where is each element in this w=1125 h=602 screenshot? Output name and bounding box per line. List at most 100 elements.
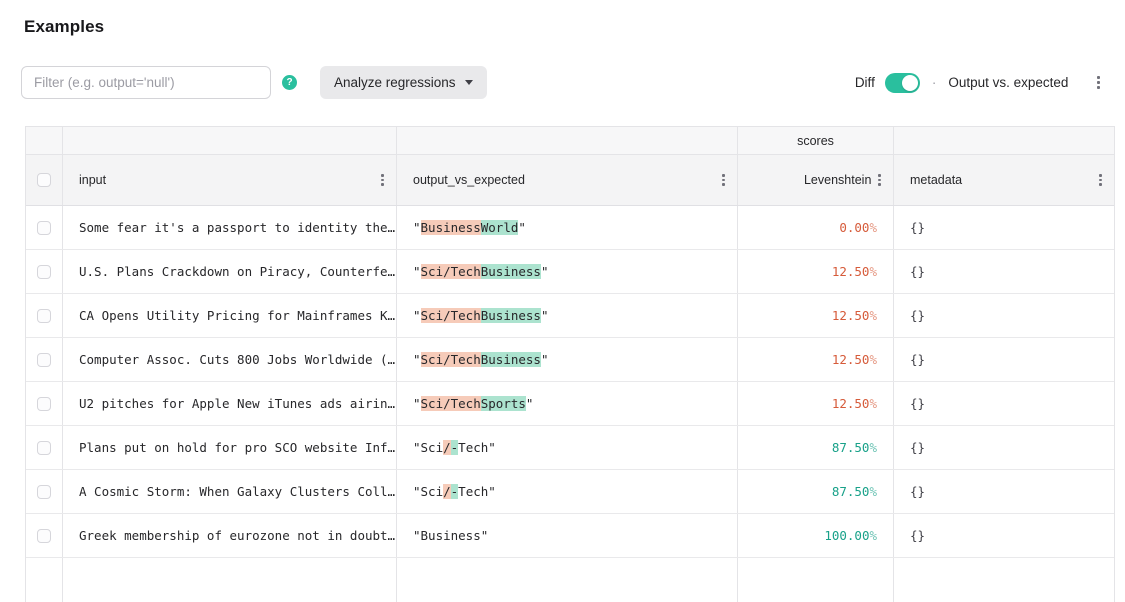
diff-segment-plain: "Sci: [413, 484, 444, 499]
table-row[interactable]: Greek membership of eurozone not in doub…: [26, 514, 1114, 558]
row-checkbox[interactable]: [37, 220, 51, 235]
diff-segment-plain: ": [540, 308, 549, 323]
diff-segment-plain: ": [413, 264, 421, 279]
group-cell-scores: scores: [738, 127, 894, 154]
diff-segment-added: World: [480, 220, 519, 235]
column-menu-icon[interactable]: [376, 171, 389, 189]
input-cell: Plans put on hold for pro SCO website In…: [63, 426, 397, 469]
diff-segment-removed: /: [443, 484, 451, 499]
percent-sign: %: [869, 352, 877, 367]
score-value: 12.50: [831, 308, 870, 323]
metadata-cell: {}: [910, 528, 926, 543]
diff-segment-plain: "Business": [413, 528, 489, 543]
input-cell: A Cosmic Storm: When Galaxy Clusters Col…: [63, 470, 397, 513]
row-checkbox[interactable]: [37, 528, 51, 543]
group-cell-input: [63, 127, 397, 154]
column-header-metadata: metadata: [894, 155, 1114, 205]
select-all-checkbox[interactable]: [37, 173, 51, 187]
group-cell-metadata: [894, 127, 1114, 154]
row-checkbox[interactable]: [37, 352, 51, 367]
metadata-cell: {}: [910, 396, 926, 411]
row-checkbox[interactable]: [37, 440, 51, 455]
output-diff-cell: " Sci/Tech Business ": [397, 250, 738, 293]
percent-sign: %: [869, 264, 877, 279]
diff-segment-removed: Business: [420, 220, 481, 235]
score-value: 12.50: [831, 352, 870, 367]
metadata-cell: {}: [910, 352, 926, 367]
diff-segment-removed: Sci/Tech: [420, 396, 481, 411]
column-header-levenshtein: Levenshtein: [738, 155, 894, 205]
score-cell: 12.50%: [738, 294, 894, 337]
diff-label: Diff: [854, 75, 875, 90]
score-value: 12.50: [831, 396, 870, 411]
diff-segment-removed: Sci/Tech: [420, 264, 481, 279]
output-diff-cell: "Sci / - Tech": [397, 470, 738, 513]
percent-sign: %: [869, 308, 877, 323]
score-cell: 0.00%: [738, 206, 894, 249]
column-group-header-row: scores: [26, 127, 1114, 155]
score-cell: 100.00%: [738, 514, 894, 557]
row-checkbox[interactable]: [37, 484, 51, 499]
column-menu-icon[interactable]: [1094, 171, 1107, 189]
input-cell: Some fear it's a passport to identity th…: [63, 206, 397, 249]
row-checkbox[interactable]: [37, 308, 51, 323]
score-cell: [738, 558, 894, 602]
diff-segment-added: Sports: [480, 396, 526, 411]
diff-toggle[interactable]: [884, 72, 920, 93]
diff-segment-plain: ": [540, 352, 549, 367]
row-checkbox[interactable]: [37, 264, 51, 279]
table-row[interactable]: Computer Assoc. Cuts 800 Jobs Worldwide …: [26, 338, 1114, 382]
diff-segment-plain: ": [540, 264, 549, 279]
column-header-row: input output_vs_expected Levenshtein met…: [26, 155, 1114, 206]
column-header-input: input: [63, 155, 397, 205]
examples-table: scores input output_vs_expected Levensht…: [25, 126, 1115, 602]
percent-sign: %: [869, 220, 877, 235]
output-diff-cell: " Sci/Tech Business ": [397, 338, 738, 381]
diff-segment-added: Business: [480, 352, 541, 367]
score-cell: 12.50%: [738, 338, 894, 381]
kebab-menu-icon[interactable]: [1092, 73, 1105, 91]
score-value: 87.50: [831, 484, 870, 499]
diff-segment-added: Business: [480, 308, 541, 323]
metadata-cell: [894, 558, 1114, 602]
diff-segment-plain: ": [413, 352, 421, 367]
row-checkbox-cell: [26, 426, 63, 469]
output-diff-cell: " Sci/Tech Sports ": [397, 382, 738, 425]
metadata-cell: {}: [910, 308, 926, 323]
output-diff-cell: "Sci / - Tech": [397, 426, 738, 469]
column-menu-icon[interactable]: [717, 171, 730, 189]
score-value: 87.50: [831, 440, 870, 455]
filter-input[interactable]: [21, 66, 271, 99]
toggle-knob: [901, 74, 918, 91]
input-cell: Computer Assoc. Cuts 800 Jobs Worldwide …: [63, 338, 397, 381]
column-header-output-vs-expected: output_vs_expected: [397, 155, 738, 205]
score-value: 0.00: [839, 220, 870, 235]
row-checkbox[interactable]: [37, 396, 51, 411]
percent-sign: %: [869, 484, 877, 499]
analyze-regressions-button[interactable]: Analyze regressions: [320, 66, 487, 99]
table-row[interactable]: Plans put on hold for pro SCO website In…: [26, 426, 1114, 470]
table-row[interactable]: U.S. Plans Crackdown on Piracy, Counterf…: [26, 250, 1114, 294]
row-checkbox-cell: [26, 250, 63, 293]
table-row[interactable]: A Cosmic Storm: When Galaxy Clusters Col…: [26, 470, 1114, 514]
output-diff-cell: "Business": [397, 514, 738, 557]
input-cell: Greek membership of eurozone not in doub…: [63, 514, 397, 557]
row-checkbox-cell: [26, 470, 63, 513]
table-row[interactable]: U2 pitches for Apple New iTunes ads airi…: [26, 382, 1114, 426]
diff-segment-added: -: [450, 440, 459, 455]
table-row[interactable]: CA Opens Utility Pricing for Mainframes …: [26, 294, 1114, 338]
score-cell: 87.50%: [738, 470, 894, 513]
table-row[interactable]: Some fear it's a passport to identity th…: [26, 206, 1114, 250]
output-diff-cell: " Sci/Tech Business ": [397, 294, 738, 337]
row-checkbox-cell: [26, 558, 63, 602]
diff-segment-added: -: [450, 484, 459, 499]
help-icon[interactable]: ?: [282, 75, 297, 90]
metadata-cell: {}: [910, 484, 926, 499]
column-menu-icon[interactable]: [873, 171, 886, 189]
score-value: 12.50: [831, 264, 870, 279]
group-cell-checkbox: [26, 127, 63, 154]
header-checkbox-cell: [26, 155, 63, 205]
diff-segment-plain: ": [413, 308, 421, 323]
chevron-down-icon: [464, 80, 473, 85]
diff-segment-plain: Tech": [458, 440, 496, 455]
